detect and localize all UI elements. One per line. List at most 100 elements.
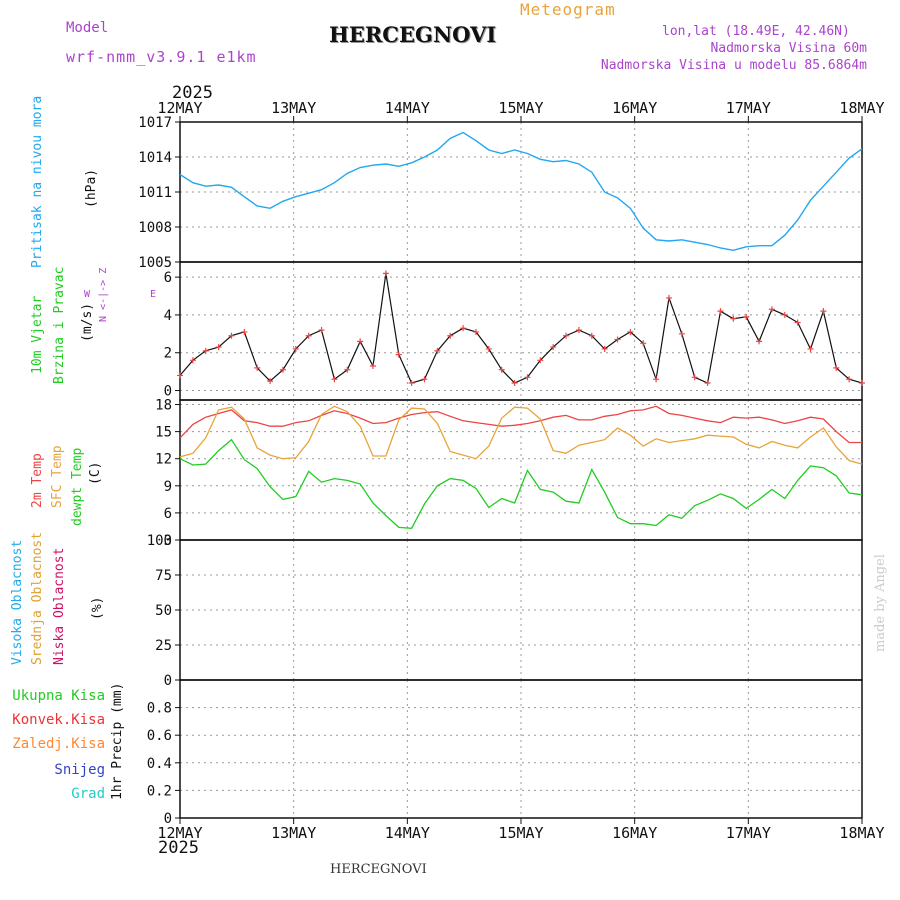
y-tick-label: 4 [164,308,172,324]
wind-marker [421,376,428,383]
wind-marker [524,374,531,381]
wind-marker [498,366,505,373]
wind-marker [588,332,595,339]
wind-marker [177,372,183,379]
y-tick-label: 0.6 [147,728,172,744]
wind-marker [472,328,479,335]
x-tick-label-bottom: 12MAY [157,824,202,842]
pressure-line [179,131,863,252]
wind-marker [678,330,685,337]
panel-frame [179,399,863,541]
wind-marker [267,378,274,385]
y-tick-label: 75 [155,568,172,584]
x-tick-label-top: 17MAY [726,99,771,117]
wind-marker [601,345,608,352]
wind-marker [794,319,801,326]
legend-total: Ukupna Kisa [12,688,105,704]
x-tick-label-bottom: 18MAY [839,824,884,842]
y-tick-label: 0.2 [147,783,172,799]
x-tick-label-bottom: 13MAY [271,824,316,842]
y-tick-label: 2 [164,346,172,362]
wind-marker [627,328,634,335]
wind-marker [704,379,711,386]
wind-marker [691,374,698,381]
wind-marker [485,345,492,352]
y-tick-label: 25 [155,638,172,654]
x-tick-label-bottom: 15MAY [498,824,543,842]
x-tick-label-top: 14MAY [385,99,430,117]
wind-marker [614,336,621,343]
wind-marker [859,379,865,386]
wind-marker [318,327,325,334]
x-tick-label-bottom: 16MAY [612,824,657,842]
wind-marker [756,338,763,345]
y-tick-label: 9 [164,479,172,495]
wind-marker [370,362,377,369]
elevation: Nadmorska Visina 60m [710,41,867,56]
x-tick-label-top: 12MAY [157,99,202,117]
wind-marker [382,270,389,277]
y-tick-label: 0.8 [147,701,172,717]
wind-marker [241,328,248,335]
x-tick-label-top: 15MAY [498,99,543,117]
compass-e: E [150,289,157,300]
wind-marker [550,344,557,351]
wind-marker [305,332,312,339]
y-tick-label: 1008 [138,220,172,236]
legend-conv: Konvek.Kisa [12,712,105,728]
wind-marker [447,332,454,339]
model-label: Model [66,20,109,36]
wind-marker [768,306,775,313]
wind-marker [640,340,647,347]
year-bottom: 2025 [158,838,199,858]
x-tick-label-top: 18MAY [839,99,884,117]
dewpt-line [179,438,863,529]
y-tick-label: 1011 [138,185,172,201]
wind-marker [189,357,196,364]
wind-marker [408,379,415,386]
x-tick-label-bottom: 17MAY [726,824,771,842]
compass-w: W [84,289,91,300]
wind-marker [717,308,724,315]
wind-marker [846,376,853,383]
footer-station: HERCEGNOVI [330,862,427,877]
wind-speed-line [179,273,863,384]
wind-marker [730,315,737,322]
wind-marker [563,332,570,339]
wind-marker [202,347,209,354]
sfc-temp-line [179,405,863,465]
y-tick-label: 18 [155,398,172,414]
year-top: 2025 [172,83,213,103]
wind-marker [537,357,544,364]
y-tick-label: 1017 [138,115,172,131]
wind-marker [254,364,261,371]
station-title: HERCEGNOVI [329,22,497,47]
legend-frozen: Zaledj.Kisa [12,736,105,752]
wind-marker [653,376,660,383]
y-tick-label: 1005 [138,255,172,271]
model-elevation: Nadmorska Visina u modelu 85.6864m [600,58,867,73]
wind-marker [395,351,402,358]
model-name: wrf-nmm_v3.9.1 e1km [66,48,257,66]
temp2m-line [179,405,862,444]
wind-marker [460,325,467,332]
meteogram-title: Meteogram [520,0,616,19]
wind-marker [357,338,364,345]
y-tick-label: 50 [155,603,172,619]
x-tick-label-bottom: 14MAY [385,824,430,842]
wind-marker [820,308,827,315]
y-tick-label: 0 [164,811,172,827]
wind-marker [781,311,788,318]
panel-frame [179,261,863,401]
wind-marker [434,347,441,354]
wind-marker [743,313,750,320]
y-tick-label: 15 [155,425,172,441]
y-tick-label: 0 [164,384,172,400]
y-tick-label: 6 [164,270,172,286]
legend-graupel: Grad [71,786,105,802]
wind-marker [215,344,222,351]
coords: lon,lat (18.49E, 42.46N) [662,24,850,39]
y-tick-label: 3 [164,533,172,549]
